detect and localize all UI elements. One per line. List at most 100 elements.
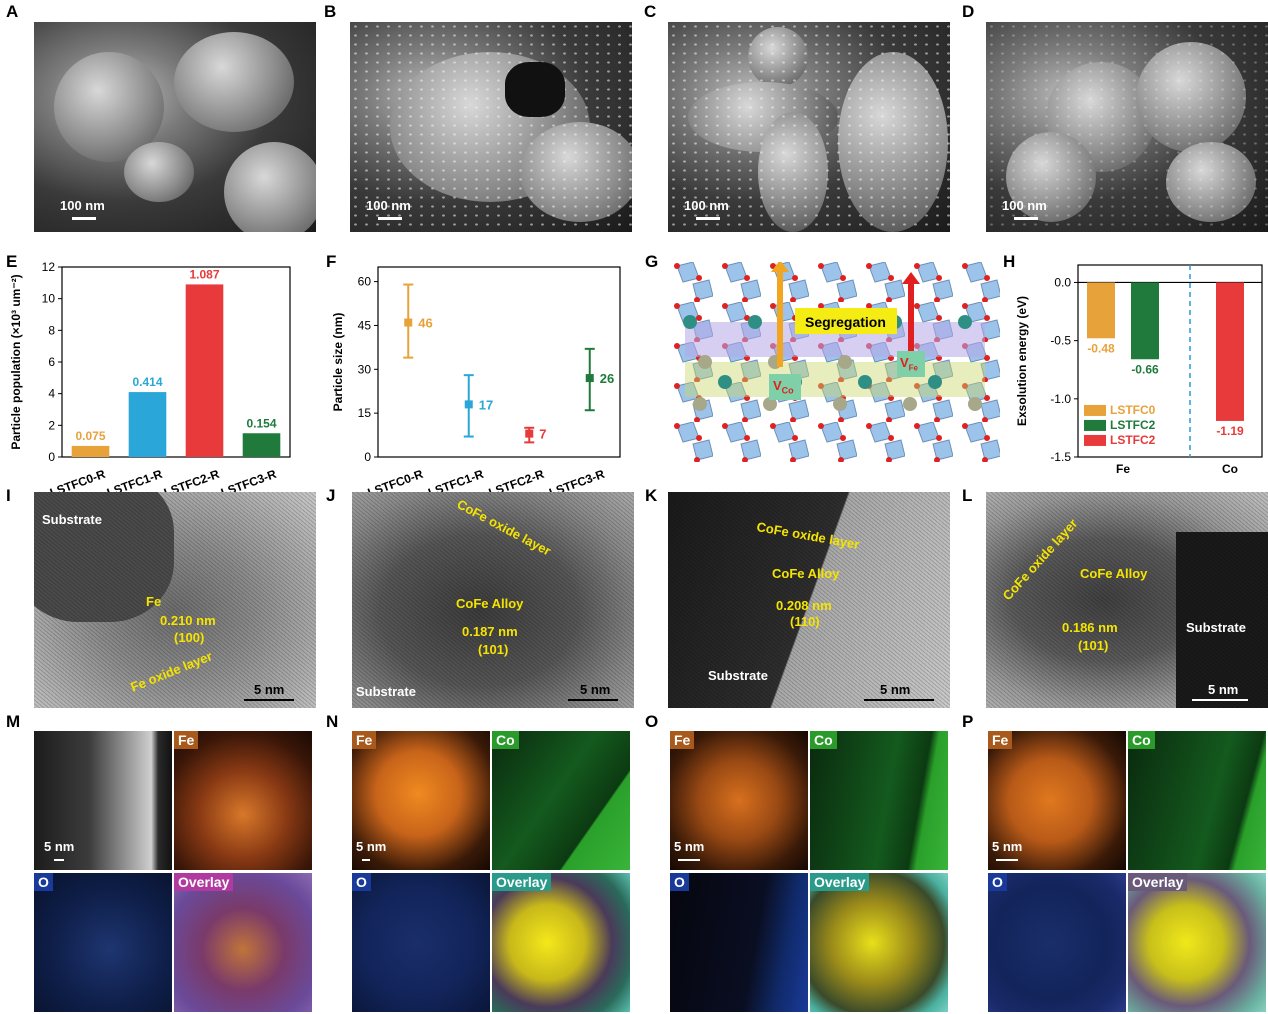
panel-label-n: N xyxy=(326,712,339,731)
scale-bar xyxy=(1014,217,1038,220)
substrate-label: Substrate xyxy=(708,668,768,683)
sem-image-b: 100 nm xyxy=(350,22,632,232)
overlay-map-p: Overlay xyxy=(1128,873,1266,1012)
overlay-tag: Overlay xyxy=(1128,873,1188,891)
data-point xyxy=(404,318,413,327)
scale-label: 5 nm xyxy=(580,682,611,697)
y-tick-label: -0.5 xyxy=(1050,334,1071,348)
panel-label-b: B xyxy=(324,2,337,21)
y-axis-label: Exsolution energy (eV) xyxy=(1015,296,1029,426)
scale-label: 100 nm xyxy=(684,198,729,213)
y-tick-label: 0.0 xyxy=(1054,275,1071,289)
panel-label-g: G xyxy=(645,252,659,271)
bar xyxy=(71,445,110,457)
segregation-label: Segregation xyxy=(805,314,886,330)
panel-label-o: O xyxy=(645,712,659,731)
overlay-map-o: Overlay xyxy=(810,873,948,1012)
y-tick-label: 10 xyxy=(42,292,56,306)
bar xyxy=(242,433,281,457)
o-tag: O xyxy=(352,873,371,891)
tem-image-l: CoFe oxide layer CoFe Alloy 0.186 nm (10… xyxy=(986,492,1268,708)
tem-image-j: CoFe oxide layer CoFe Alloy 0.187 nm (10… xyxy=(352,492,634,708)
o-map-p: O xyxy=(988,873,1126,1012)
d-spacing-label: 0.208 nm xyxy=(776,598,832,613)
x-tick-label: Fe xyxy=(1116,462,1130,476)
scale-label: 5 nm xyxy=(880,682,911,697)
scale-bar xyxy=(1192,699,1248,701)
panel-label-i: I xyxy=(6,486,11,505)
panel-label-m: M xyxy=(6,712,21,731)
overlay-tag: Overlay xyxy=(492,873,552,891)
bar xyxy=(1131,282,1159,360)
y-axis-label: Particle size (nm) xyxy=(331,313,345,412)
legend-label: LSTFC0 xyxy=(1110,403,1156,417)
panel-label-a: A xyxy=(6,2,19,21)
scale-bar xyxy=(996,859,1018,861)
scale-bar xyxy=(54,859,64,861)
data-label: 0.414 xyxy=(132,375,162,389)
panel-label-f: F xyxy=(326,252,337,271)
fe-map-p: Fe 5 nm xyxy=(988,731,1126,870)
o-map-m: O xyxy=(34,873,172,1012)
y-tick-label: 2 xyxy=(48,418,55,432)
sem-image-a: 100 nm xyxy=(34,22,316,232)
data-label: 46 xyxy=(418,316,432,331)
fe-tag: Fe xyxy=(174,731,199,749)
data-label: 7 xyxy=(539,427,546,442)
x-tick-label: LSTFC3-R xyxy=(547,467,607,495)
crystal-structure-g: Segregation VCo VFe xyxy=(665,262,1000,462)
y-tick-label: -1.0 xyxy=(1050,392,1071,406)
tem-image-k: CoFe oxide layer CoFe Alloy 0.208 nm (11… xyxy=(668,492,950,708)
o-tag: O xyxy=(670,873,689,891)
bar xyxy=(1087,282,1115,339)
sem-image-c: 100 nm xyxy=(668,22,950,232)
x-tick-label: LSTFC0-R xyxy=(48,467,108,495)
data-label: 26 xyxy=(600,371,614,386)
co-tag: Co xyxy=(810,731,837,749)
y-tick-label: 45 xyxy=(358,318,372,332)
y-tick-label: 15 xyxy=(358,406,372,420)
bar xyxy=(185,284,224,457)
chart-h-exsolution-energy: 0.0 -0.5 -1.0 -1.5 Exsolution energy (eV) -0.… xyxy=(1015,264,1263,476)
legend-swatch xyxy=(1084,434,1106,446)
fe-map-m: Fe xyxy=(174,731,312,870)
x-tick-label: LSTFC1-R xyxy=(426,467,486,495)
fe-map-o: Fe 5 nm xyxy=(670,731,808,870)
scale-label: 100 nm xyxy=(60,198,105,213)
data-point xyxy=(585,374,594,383)
haadf-map-m: 5 nm xyxy=(34,731,172,870)
scale-label: 5 nm xyxy=(992,839,1023,854)
scale-bar xyxy=(678,859,700,861)
alloy-label: CoFe Alloy xyxy=(772,566,840,581)
x-tick-label: LSTFC1-R xyxy=(105,467,165,495)
sem-image-d: 100 nm xyxy=(986,22,1268,232)
data-label: -0.66 xyxy=(1131,362,1159,376)
o-tag: O xyxy=(988,873,1007,891)
substrate-label: Substrate xyxy=(1186,620,1246,635)
data-label: 17 xyxy=(479,397,493,412)
substrate-label: Substrate xyxy=(42,512,102,527)
overlay-tag: Overlay xyxy=(810,873,870,891)
panel-label-k: K xyxy=(645,486,658,505)
scale-bar xyxy=(696,217,720,220)
scale-bar xyxy=(864,699,934,701)
co-map-p: Co xyxy=(1128,731,1266,870)
fe-tag: Fe xyxy=(352,731,377,749)
y-tick-label: 8 xyxy=(48,323,55,337)
scale-label: 5 nm xyxy=(356,839,387,854)
legend-swatch xyxy=(1084,404,1106,416)
data-label: -0.48 xyxy=(1087,341,1115,355)
o-map-o: O xyxy=(670,873,808,1012)
data-label: 0.154 xyxy=(246,416,276,430)
co-tag: Co xyxy=(1128,731,1155,749)
scale-label: 100 nm xyxy=(366,198,411,213)
scale-bar xyxy=(378,217,402,220)
data-label: 1.087 xyxy=(189,267,219,281)
hkl-label: (100) xyxy=(174,630,205,645)
plot-frame xyxy=(1077,264,1263,458)
x-tick-label: LSTFC2-R xyxy=(487,467,547,495)
x-tick-label: LSTFC2-R xyxy=(162,467,222,495)
y-tick-label: 6 xyxy=(48,355,55,369)
y-tick-label: 4 xyxy=(48,387,55,401)
y-tick-label: 0 xyxy=(364,450,371,464)
